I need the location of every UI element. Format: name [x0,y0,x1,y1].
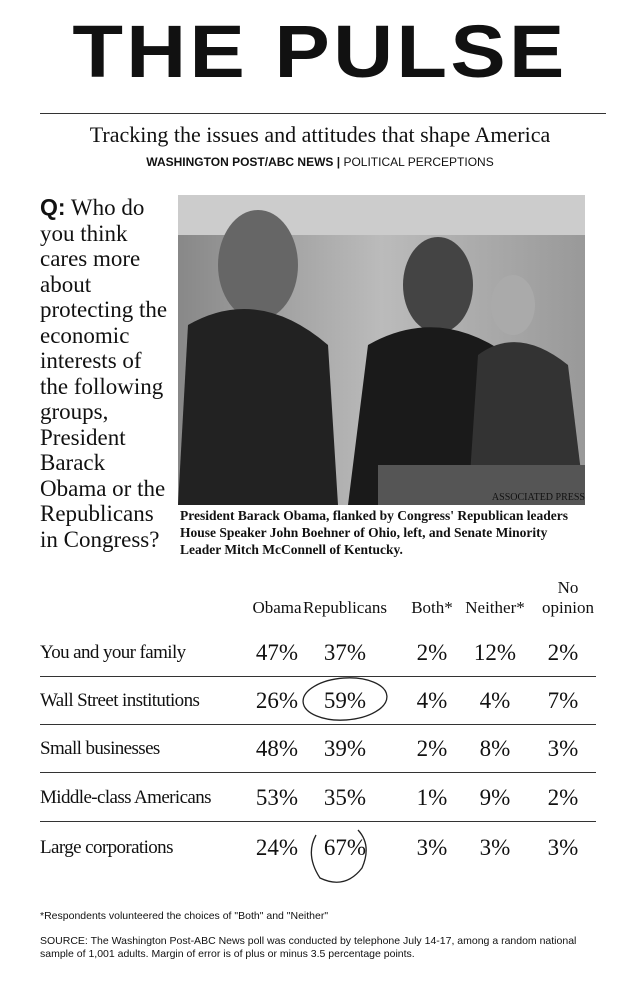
title: THE PULSE [72,10,568,93]
column-header: No opinion [542,578,594,617]
cell: 1% [416,785,448,810]
cell: 48% [255,736,299,761]
photo-caption: President Barack Obama, flanked by Congr… [180,508,569,557]
row-label: Wall Street institutions [40,690,200,711]
row-label: You and your family [40,642,186,663]
cell: 26% [255,688,299,713]
row-rule [40,724,596,725]
subtitle: Tracking the issues and attitudes that s… [89,122,551,147]
source-rest: POLITICAL PERCEPTIONS [343,155,494,169]
cell: 59% [323,688,367,713]
separator: | [336,155,341,169]
cell: 12% [473,640,517,665]
question-label: Q: [40,194,66,220]
photo-credit: ASSOCIATED PRESS [491,492,585,503]
cell: 7% [547,688,579,713]
column-header: Both* [411,598,453,617]
row-label: Middle-class Americans [40,787,212,808]
cell: 3% [479,835,511,860]
cell: 4% [416,688,448,713]
cell: 4% [479,688,511,713]
rule [40,113,606,114]
cell: 8% [479,736,511,761]
cell: 47% [255,640,299,665]
cell: 53% [255,785,299,810]
row-rule [40,676,596,677]
cell: 2% [547,785,579,810]
cell: 2% [416,736,448,761]
question-text: Who do you think cares more about protec… [40,195,168,552]
row-rule [40,772,596,773]
source: SOURCE: The Washington Post-ABC News pol… [40,935,577,960]
cell: 3% [416,835,448,860]
cell: 39% [323,736,367,761]
column-header: Obama [252,598,302,617]
source-bold: WASHINGTON POST/ABC NEWS [146,155,334,169]
cell: 67% [323,835,367,860]
cell: 3% [547,835,579,860]
question: Q: Who do you think cares more about pro… [40,194,175,552]
row-rule [40,821,596,822]
footnote: *Respondents volunteered the choices of … [40,910,329,922]
cell: 2% [416,640,448,665]
cell: 24% [255,835,299,860]
cell: 3% [547,736,579,761]
photo [178,195,585,505]
source-line: WASHINGTON POST/ABC NEWS | POLITICAL PER… [0,155,640,169]
cell: 9% [479,785,511,810]
row-label: Large corporations [40,837,173,858]
cell: 37% [323,640,367,665]
cell: 2% [547,640,579,665]
column-header: Republicans [302,598,388,617]
row-label: Small businesses [40,738,160,759]
cell: 35% [323,785,367,810]
column-header: Neither* [465,598,525,617]
